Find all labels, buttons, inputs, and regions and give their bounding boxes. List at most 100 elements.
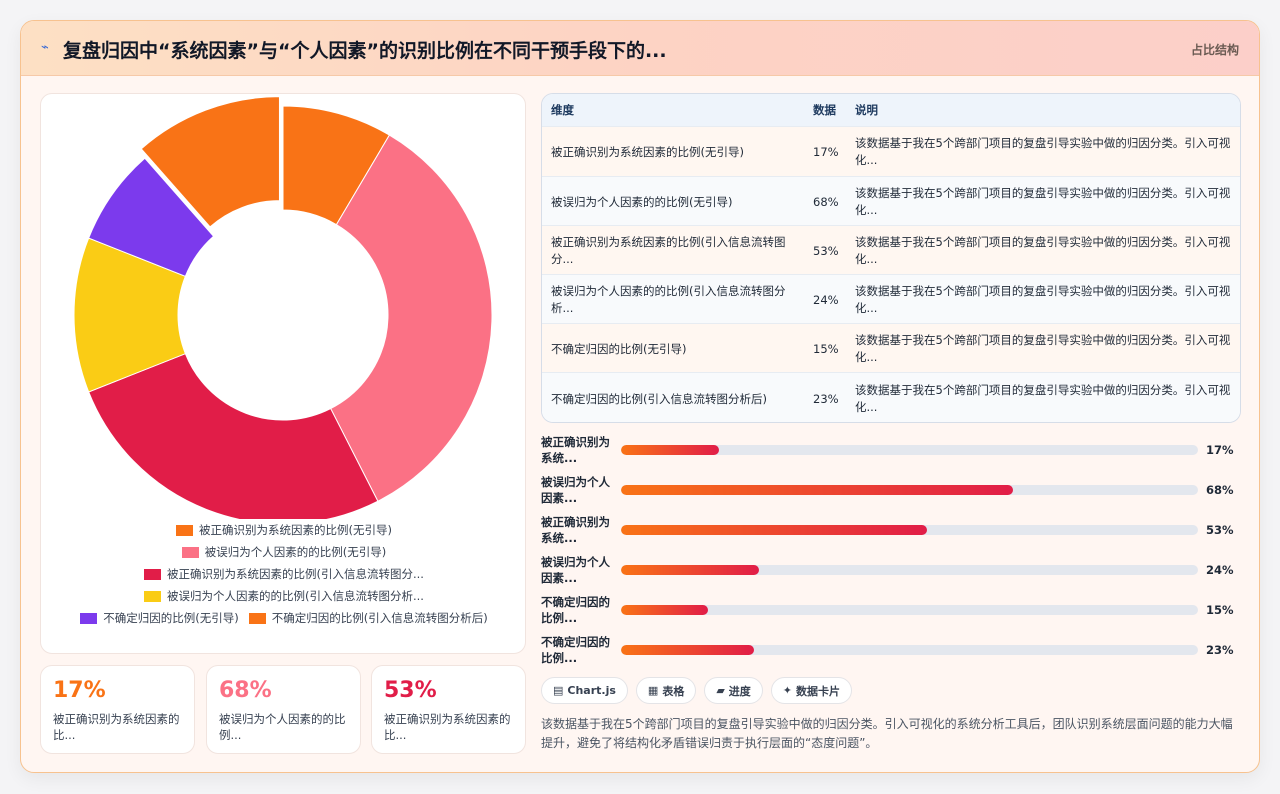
cell-dimension: 不确定归因的比例(无引导) [551,341,687,356]
bar-row: 不确定归因的比例... 23% [541,633,1241,673]
legend-item[interactable]: 不确定归因的比例(引入信息流转图分析后) [248,610,488,626]
legend-label: 被正确识别为系统因素的比例(引入信息流转图分... [167,567,424,581]
data-table: 维度 数据 说明 被正确识别为系统因素的比例(无引导) 17% 该数据基于我在5个跨… [541,93,1241,423]
bar-value: 24% [1206,563,1234,577]
bar-row: 被正确识别为系统... 53% [541,513,1241,553]
legend-item[interactable]: 不确定归因的比例(无引导) [80,610,239,626]
stat-card-2: 68% 被误归为个人因素的的比例... [206,665,361,754]
bar-fill [621,565,760,575]
legend-swatch [144,590,162,602]
legend-label: 被误归为个人因素的的比例(无引导) [204,545,387,559]
cell-dimension: 被正确识别为系统因素的比例(引入信息流转图分... [551,234,786,266]
bar-row: 被正确识别为系统... 17% [541,433,1241,473]
bar-fill [621,485,1014,495]
bar-value: 23% [1206,643,1234,657]
legend-label: 被正确识别为系统因素的比例(无引导) [199,523,392,537]
table-row: 被误归为个人因素的的比例(引入信息流转图分析... 24% 该数据基于我在5个跨部门… [542,274,1240,323]
cell-dimension: 被误归为个人因素的的比例(引入信息流转图分析... [551,283,786,315]
table-row: 被误归为个人因素的的比例(无引导) 68% 该数据基于我在5个跨部门项目的复盘引导实… [542,176,1240,225]
bar-row: 被误归为个人因素... 68% [541,473,1241,513]
view-switcher: ▤ Chart.js ▦ 表格 ▰ 进度 ✦ 数据卡片 [541,677,853,705]
chip-label: Chart.js [567,684,616,697]
card-header: ⌁ 复盘归因中“系统因素”与“个人因素”的识别比例在不同干预手段下的... 占比… [21,21,1259,76]
page-title: 复盘归因中“系统因素”与“个人因素”的识别比例在不同干预手段下的... [63,40,667,62]
legend-swatch [181,546,199,558]
cell-dimension: 被误归为个人因素的的比例(无引导) [551,194,733,209]
cell-value: 15% [813,341,839,356]
stat-label: 被正确识别为系统因素的比... [53,712,180,742]
legend-label: 被误归为个人因素的的比例(引入信息流转图分析... [167,589,424,603]
stat-label: 被正确识别为系统因素的比... [384,712,511,742]
chart-icon: ▤ [553,684,564,697]
stat-card-1: 17% 被正确识别为系统因素的比... [40,665,195,754]
legend-item[interactable]: 被误归为个人因素的的比例(引入信息流转图分析... [144,588,424,604]
bar-label: 被正确识别为系统... [541,515,610,545]
legend-swatch [248,612,266,624]
bar-label: 不确定归因的比例... [541,635,610,665]
legend-item[interactable]: 被正确识别为系统因素的比例(无引导) [176,522,392,538]
cell-description: 该数据基于我在5个跨部门项目的复盘引导实验中做的归因分类。引入可视化... [855,332,1231,364]
donut-slice[interactable] [140,96,280,228]
bar-fill [621,605,708,615]
cell-value: 23% [813,392,839,406]
header-dimension: 维度 [551,103,574,117]
bar-track [621,645,1198,655]
table-header-row: 维度 数据 说明 [542,94,1240,126]
cell-value: 24% [813,292,839,307]
chip-chart[interactable]: ▤ Chart.js [541,677,628,704]
bar-track [621,565,1198,575]
chip-progress[interactable]: ▰ 进度 [704,677,763,704]
cell-description: 该数据基于我在5个跨部门项目的复盘引导实验中做的归因分类。引入可视化... [855,283,1231,315]
stat-card-3: 53% 被正确识别为系统因素的比... [371,665,526,754]
stat-value: 17% [53,678,106,703]
footnote: 该数据基于我在5个跨部门项目的复盘引导实验中做的归因分类。引入可视化的系统分析工… [541,717,1233,750]
legend-item[interactable]: 被正确识别为系统因素的比例(引入信息流转图分... [144,566,424,582]
chip-card[interactable]: ✦ 数据卡片 [770,677,853,704]
bar-row: 被误归为个人因素... 24% [541,553,1241,593]
legend-swatch [80,612,98,624]
bar-label: 不确定归因的比例... [541,595,610,625]
donut-slice[interactable] [88,353,379,525]
stat-value: 68% [219,678,272,703]
donut-slice[interactable] [88,157,215,277]
bar-track [621,445,1198,455]
bar-track [621,485,1198,495]
cell-dimension: 被正确识别为系统因素的比例(无引导) [551,145,744,159]
chip-table[interactable]: ▦ 表格 [635,677,697,704]
bar-value: 53% [1206,523,1234,537]
bar-row: 不确定归因的比例... 15% [541,593,1241,633]
bar-track [621,525,1198,535]
header-description: 说明 [855,103,878,117]
table-icon: ▦ [647,684,659,697]
donut-slice[interactable] [329,134,493,502]
bar-fill [621,445,720,455]
legend-item[interactable]: 被误归为个人因素的的比例(无引导) [181,544,387,560]
dashboard-card: ⌁ 复盘归因中“系统因素”与“个人因素”的识别比例在不同干预手段下的... 占比… [20,20,1260,773]
bar-track [621,605,1198,615]
cell-description: 该数据基于我在5个跨部门项目的复盘引导实验中做的归因分类。引入可视化... [855,383,1231,414]
sparkle-icon: ⌁ [41,40,49,55]
cell-description: 该数据基于我在5个跨部门项目的复盘引导实验中做的归因分类。引入可视化... [855,185,1231,217]
cell-value: 17% [813,145,839,159]
table-row: 不确定归因的比例(无引导) 15% 该数据基于我在5个跨部门项目的复盘引导实验中做的… [542,323,1240,372]
chart-legend: 被正确识别为系统因素的比例(无引导) 被误归为个人因素的的比例(无引导) 被正确识别… [41,519,527,629]
table-row: 不确定归因的比例(引入信息流转图分析后) 23% 该数据基于我在5个跨部门项目的复盘… [542,372,1240,422]
donut-chart [73,96,493,525]
bar-value: 17% [1206,443,1234,457]
legend-label: 不确定归因的比例(无引导) [103,611,239,625]
legend-swatch [144,568,162,580]
bar-label: 被误归为个人因素... [541,475,610,505]
table-row: 被正确识别为系统因素的比例(无引导) 17% 该数据基于我在5个跨部门项目的复盘引导… [542,126,1240,176]
cell-value: 68% [813,194,839,209]
table-row: 被正确识别为系统因素的比例(引入信息流转图分... 53% 该数据基于我在5个跨部门… [542,225,1240,274]
cell-description: 该数据基于我在5个跨部门项目的复盘引导实验中做的归因分类。引入可视化... [855,234,1231,266]
cell-description: 该数据基于我在5个跨部门项目的复盘引导实验中做的归因分类。引入可视化... [855,136,1231,167]
progress-icon: ▰ [716,684,725,697]
cell-value: 53% [813,243,839,258]
card-icon: ✦ [782,684,793,697]
chip-label: 表格 [662,684,685,698]
stat-value: 53% [384,678,437,703]
bar-label: 被正确识别为系统... [541,435,610,465]
chart-type-tag: 占比结构 [1190,43,1239,57]
donut-chart-panel: 被正确识别为系统因素的比例(无引导) 被误归为个人因素的的比例(无引导) 被正确识别… [40,93,526,654]
